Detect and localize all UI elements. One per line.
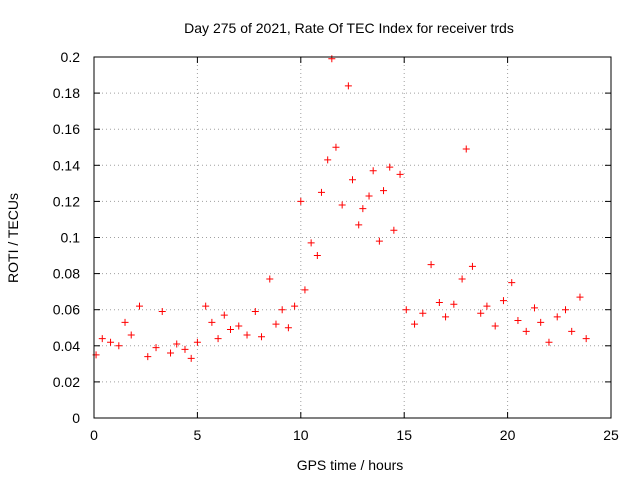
data-point [278,306,286,314]
x-axis-label: GPS time / hours [297,457,404,473]
data-point [115,342,123,350]
data-point [187,354,195,362]
data-point [158,308,166,316]
data-point [427,261,435,269]
data-point [349,176,356,184]
data-point [491,322,499,330]
data-point [144,353,152,361]
data-point [338,201,346,209]
data-point [291,302,299,310]
data-point [419,309,427,317]
data-point [402,306,410,314]
data-point [167,349,175,357]
data-point [307,239,315,247]
data-point [313,252,321,260]
data-point [226,326,234,334]
data-point [152,344,160,352]
data-point [386,163,394,171]
data-point [508,279,516,287]
data-point [562,306,570,314]
y-axis-label: ROTI / TECUs [5,193,21,283]
data-point [375,237,383,245]
data-point [483,302,491,310]
data-point [258,333,266,341]
data-point [396,170,404,178]
data-point [297,197,305,205]
y-tick-label: 0.12 [53,193,80,209]
plot-frame [93,56,612,419]
data-point [355,221,363,229]
data-point [576,293,584,301]
data-point [462,145,470,153]
data-point [545,338,553,346]
data-point [193,338,201,346]
data-point [390,226,398,234]
data-point [208,318,216,326]
data-point [344,82,352,90]
data-points [92,55,590,362]
data-point [214,335,222,343]
data-point [553,313,561,321]
data-point [530,304,538,312]
x-tick-label: 0 [90,427,98,443]
data-point [332,143,340,151]
axis-ticks: 0 5 10 15 20 25 0 0.02 0.04 0.06 0.08 0.1 0.12 0.14 0.… [53,49,619,443]
grid-lines [94,57,611,418]
y-tick-label: 0.14 [53,157,80,173]
chart-title: Day 275 of 2021, Rate Of TEC Index for r… [184,20,514,36]
y-tick-label: 0.06 [53,302,80,318]
data-point [266,275,274,283]
data-point [468,262,476,270]
y-tick-label: 0.1 [61,230,81,246]
data-point [328,55,336,63]
y-tick-label: 0.04 [53,338,80,354]
data-point [284,324,292,332]
data-point [537,318,545,326]
data-point [98,335,106,343]
data-point [568,327,576,335]
data-point [243,331,251,339]
y-tick-label: 0 [72,410,80,426]
data-point [359,205,367,213]
data-point [450,300,458,308]
x-tick-label: 20 [500,427,516,443]
x-tick-label: 10 [293,427,309,443]
y-tick-label: 0.18 [53,85,80,101]
data-point [135,302,143,310]
data-point [522,327,530,335]
data-point [435,298,443,306]
data-point [251,308,259,316]
data-point [514,317,522,325]
y-tick-label: 0.08 [53,266,80,282]
data-point [272,320,280,328]
data-point [477,309,485,317]
data-point [107,338,115,346]
data-point [127,331,135,339]
x-tick-label: 15 [396,427,412,443]
data-point [442,313,450,321]
data-point [121,318,129,326]
data-point [582,335,590,343]
data-point [301,286,309,294]
data-point [317,188,325,196]
data-point [411,320,419,328]
data-point [202,302,210,310]
data-point [369,167,377,175]
data-point [181,345,189,353]
data-point [380,187,388,195]
data-point [220,311,228,319]
x-tick-label: 25 [603,427,619,443]
data-point [365,192,373,200]
y-tick-label: 0.16 [53,121,80,137]
y-tick-label: 0.2 [61,49,81,65]
data-point [235,322,243,330]
data-point [173,340,181,348]
data-point [324,156,332,164]
x-tick-label: 5 [194,427,202,443]
y-tick-label: 0.02 [53,374,80,390]
data-point [458,275,466,283]
data-point [499,297,507,305]
